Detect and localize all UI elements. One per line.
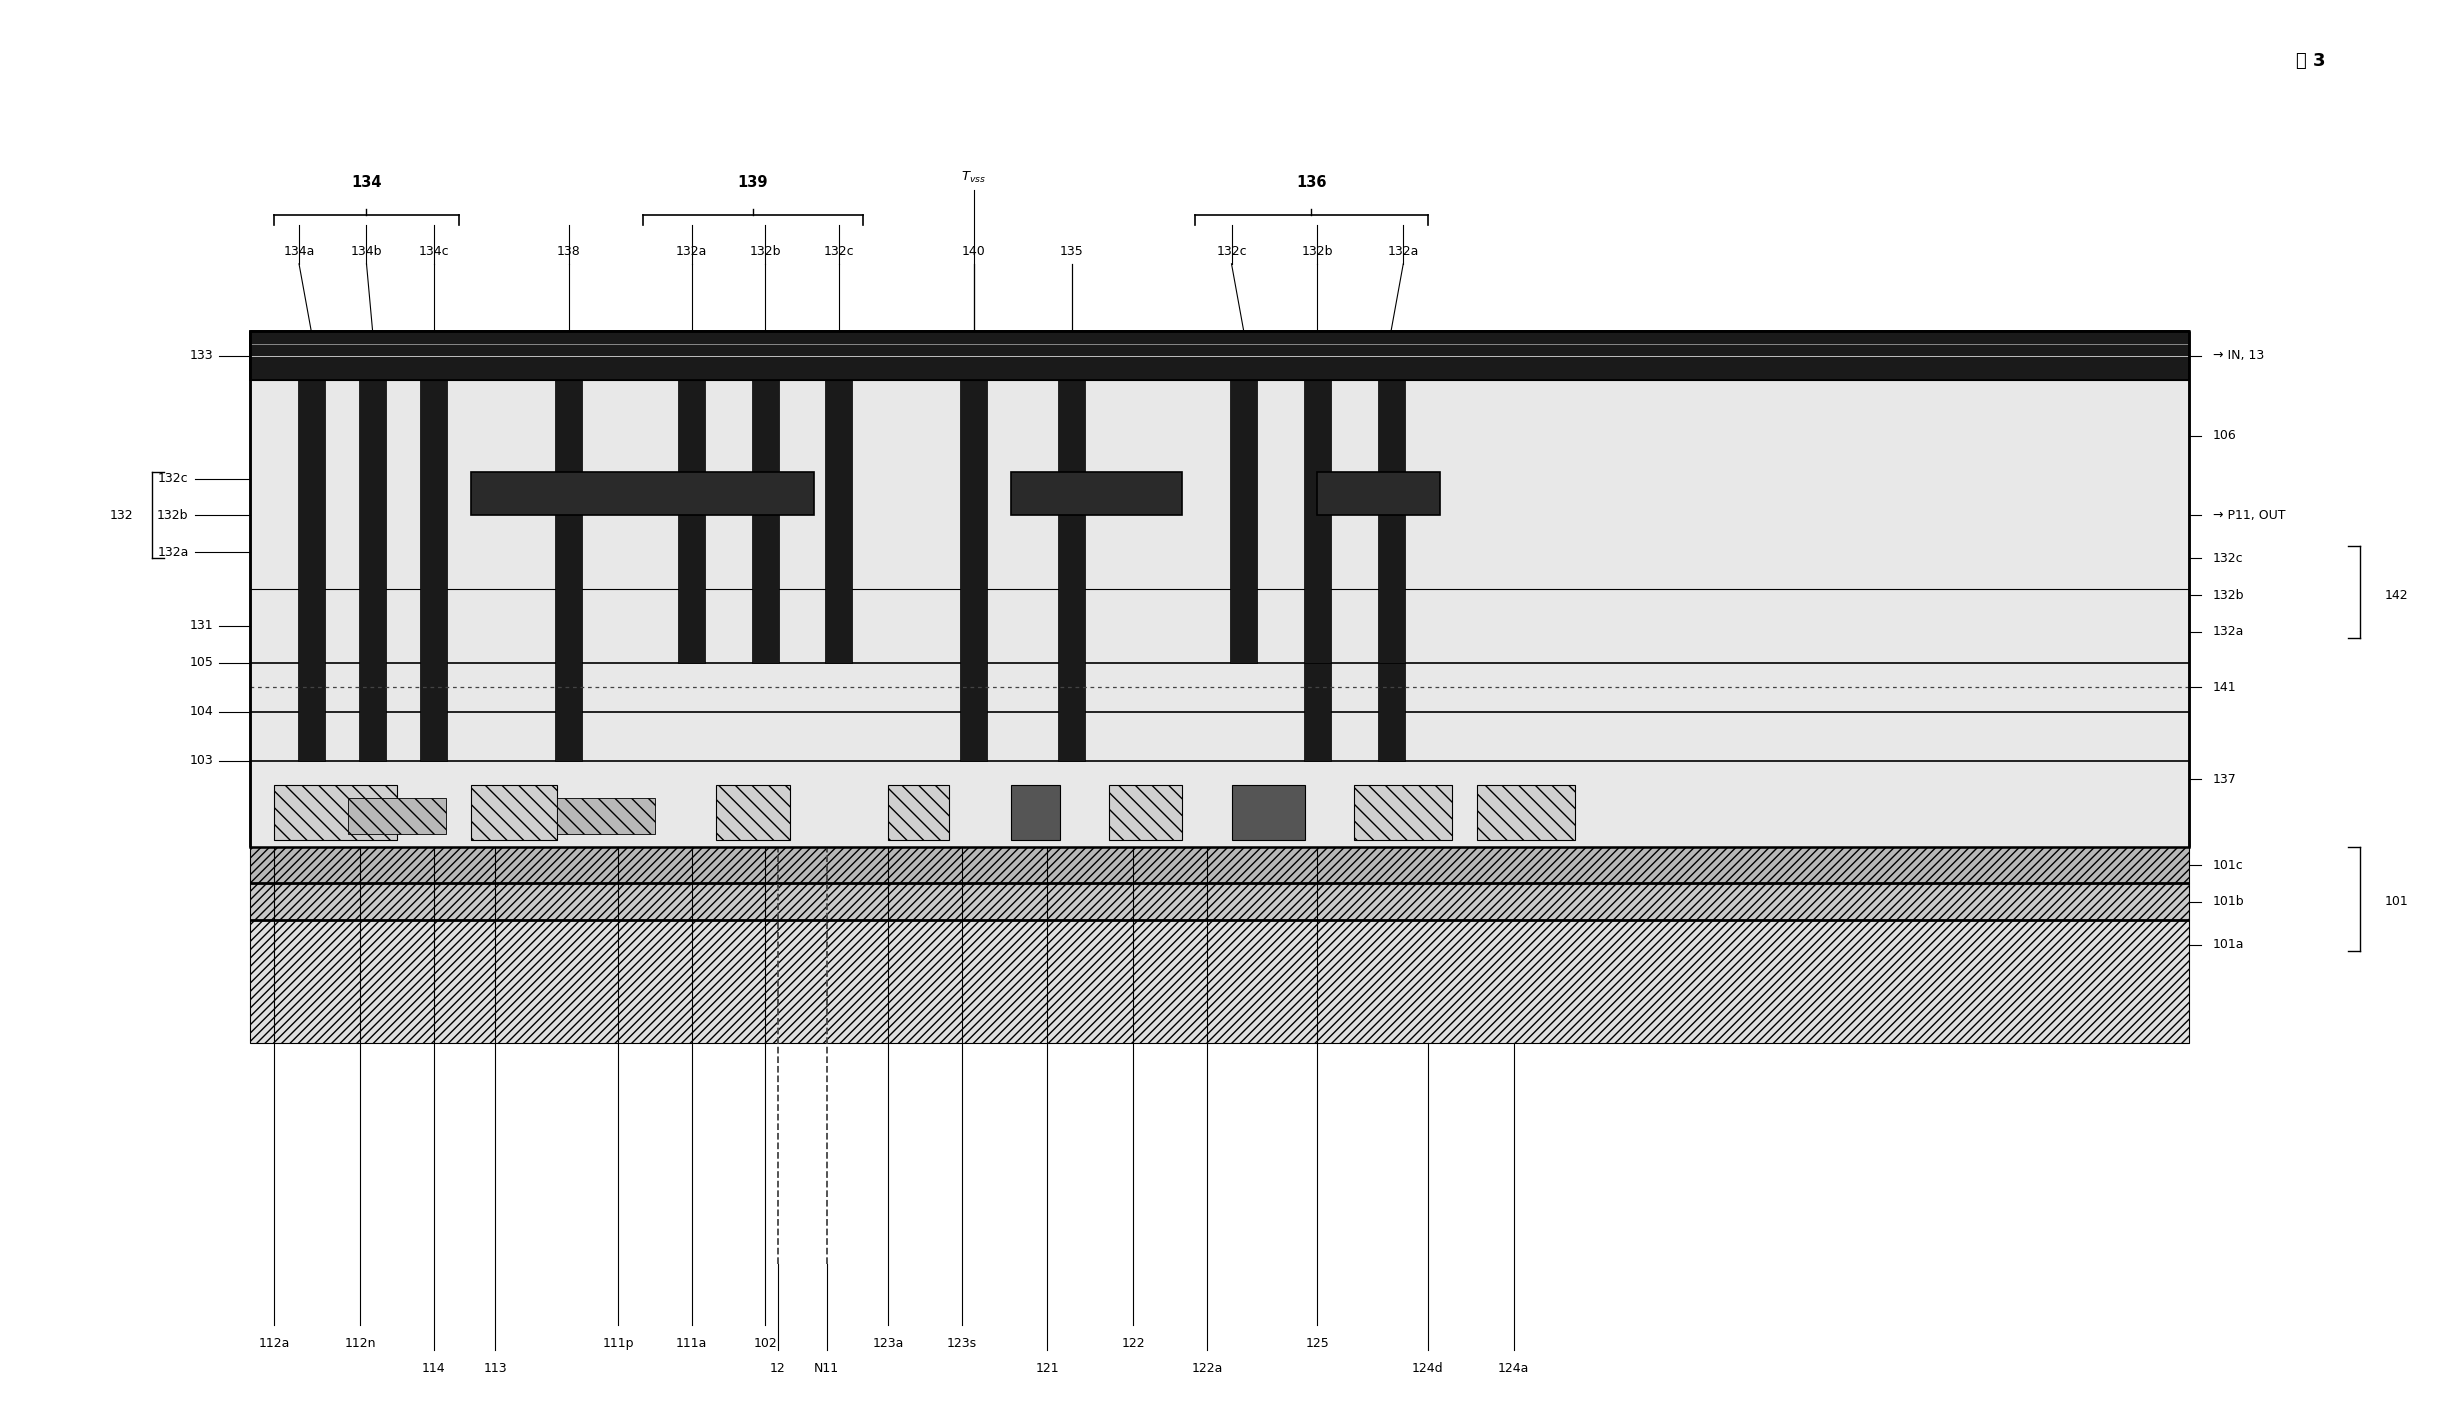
Text: 122: 122: [1121, 1338, 1145, 1350]
Text: 132b: 132b: [1300, 246, 1332, 258]
Bar: [249, 332, 2190, 847]
Text: 140: 140: [963, 246, 985, 258]
Text: 104: 104: [190, 706, 214, 718]
Text: 122a: 122a: [1192, 1362, 1222, 1374]
Text: 102: 102: [754, 1338, 778, 1350]
Bar: [557, 381, 581, 761]
Text: 132b: 132b: [2214, 588, 2244, 601]
Text: 132b: 132b: [749, 246, 781, 258]
Text: 132a: 132a: [2214, 625, 2244, 638]
Bar: [273, 786, 397, 841]
Text: 134: 134: [352, 175, 382, 190]
Bar: [347, 797, 446, 834]
Text: 106: 106: [2214, 429, 2236, 442]
Bar: [249, 920, 2190, 1043]
Text: 134b: 134b: [350, 246, 382, 258]
Text: 138: 138: [557, 246, 581, 258]
Text: 101a: 101a: [2214, 938, 2244, 951]
Text: 124d: 124d: [1411, 1362, 1443, 1374]
Text: 114: 114: [421, 1362, 446, 1374]
Text: 111a: 111a: [675, 1338, 707, 1350]
Bar: [1303, 663, 1330, 761]
Text: 132b: 132b: [158, 509, 190, 522]
Bar: [1478, 786, 1574, 841]
Text: 142: 142: [2384, 588, 2409, 601]
Text: 131: 131: [190, 619, 214, 632]
Text: $T_{vss}$: $T_{vss}$: [961, 171, 985, 185]
Bar: [1010, 473, 1182, 515]
Text: 123s: 123s: [946, 1338, 978, 1350]
Text: 103: 103: [190, 755, 214, 768]
Text: 132a: 132a: [1387, 246, 1419, 258]
Text: 132c: 132c: [158, 473, 190, 485]
Text: 137: 137: [2214, 773, 2236, 786]
Text: 101b: 101b: [2214, 896, 2244, 909]
Text: 112n: 112n: [345, 1338, 377, 1350]
Text: 133: 133: [190, 350, 214, 363]
Text: 141: 141: [2214, 680, 2236, 694]
Bar: [249, 883, 2190, 920]
Bar: [1010, 786, 1059, 841]
Bar: [470, 786, 557, 841]
Bar: [249, 847, 2190, 883]
Bar: [1303, 381, 1330, 663]
Bar: [889, 786, 948, 841]
Text: 121: 121: [1034, 1362, 1059, 1374]
Text: N11: N11: [815, 1362, 840, 1374]
Text: 125: 125: [1305, 1338, 1330, 1350]
Text: → IN, 13: → IN, 13: [2214, 350, 2263, 363]
Text: 123a: 123a: [872, 1338, 904, 1350]
Text: 136: 136: [1296, 175, 1328, 190]
Bar: [677, 381, 704, 663]
Text: 134a: 134a: [283, 246, 315, 258]
Text: 105: 105: [190, 656, 214, 669]
Text: 113: 113: [483, 1362, 507, 1374]
Text: 101: 101: [2384, 896, 2409, 909]
Text: 132: 132: [111, 509, 133, 522]
Bar: [1059, 381, 1086, 761]
Text: 12: 12: [768, 1362, 786, 1374]
Bar: [1377, 663, 1404, 761]
Text: 134c: 134c: [419, 246, 448, 258]
Text: 132c: 132c: [2214, 552, 2244, 564]
Text: 図 3: 図 3: [2296, 52, 2325, 71]
Text: 139: 139: [739, 175, 768, 190]
Bar: [751, 381, 778, 663]
Bar: [249, 332, 2190, 381]
Text: 132c: 132c: [823, 246, 855, 258]
Text: → P11, OUT: → P11, OUT: [2214, 509, 2286, 522]
Text: 135: 135: [1059, 246, 1084, 258]
Text: 111p: 111p: [603, 1338, 633, 1350]
Bar: [249, 332, 2190, 847]
Bar: [298, 381, 325, 761]
Bar: [1232, 786, 1305, 841]
Bar: [1318, 473, 1441, 515]
Bar: [1377, 381, 1404, 663]
Bar: [1108, 786, 1182, 841]
Bar: [360, 381, 387, 761]
Bar: [1355, 786, 1453, 841]
Text: 132a: 132a: [675, 246, 707, 258]
Bar: [825, 381, 852, 663]
Bar: [717, 786, 791, 841]
Text: 101c: 101c: [2214, 858, 2244, 872]
Bar: [470, 473, 815, 515]
Bar: [961, 381, 988, 761]
Text: 132c: 132c: [1217, 246, 1246, 258]
Text: 112a: 112a: [259, 1338, 291, 1350]
Bar: [421, 381, 448, 761]
Text: 132a: 132a: [158, 546, 190, 559]
Bar: [1232, 381, 1256, 663]
Bar: [557, 797, 655, 834]
Text: 124a: 124a: [1498, 1362, 1530, 1374]
